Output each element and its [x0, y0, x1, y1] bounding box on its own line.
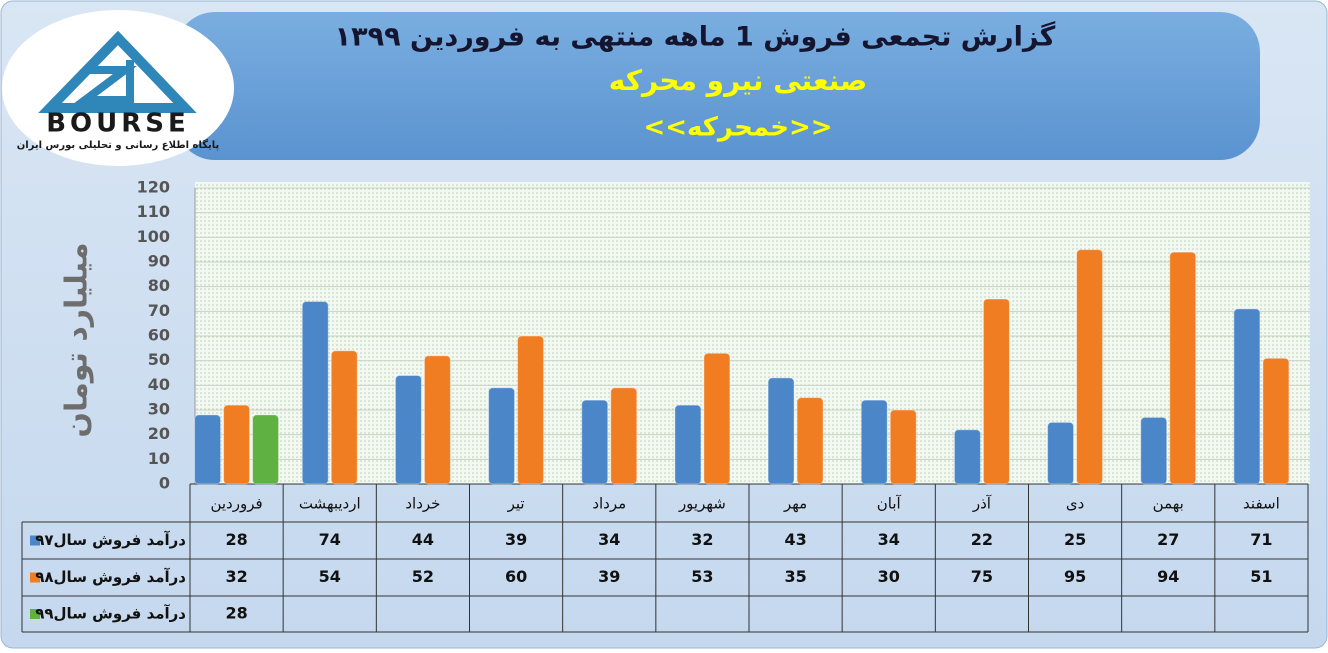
bar [517, 335, 545, 485]
legend-label: درآمد فروش سال۹۹ [35, 605, 186, 623]
ticker: <<خمحرکه>> [643, 113, 832, 143]
y-tick-label: 40 [148, 375, 170, 394]
table-value: 60 [505, 567, 527, 586]
logo-bg [2, 10, 234, 166]
x-tick-label: آبان [877, 495, 902, 513]
legend-swatch [30, 572, 40, 583]
table-value: 52 [412, 567, 434, 586]
bar [674, 404, 702, 485]
bar [703, 352, 731, 485]
bar [767, 377, 795, 485]
x-tick-label: خرداد [405, 495, 440, 513]
y-tick-label: 80 [148, 276, 170, 295]
table-value: 75 [971, 567, 993, 586]
y-tick-label: 0 [159, 474, 170, 493]
table-value: 53 [691, 567, 713, 586]
bar [223, 404, 251, 485]
legend-label: درآمد فروش سال۹۸ [35, 568, 186, 586]
y-tick-label: 120 [137, 178, 170, 197]
table-value: 30 [878, 567, 900, 586]
y-tick-label: 20 [148, 424, 170, 443]
bar [1262, 357, 1290, 485]
chart-title: گزارش تجمعی فروش 1 ماهه منتهی به فروردین… [335, 21, 1056, 53]
table-value: 27 [1157, 530, 1179, 549]
bar [1076, 249, 1104, 485]
logo-mark [73, 60, 137, 104]
table-value: 39 [598, 567, 620, 586]
plot-area [195, 182, 1310, 484]
bar [301, 300, 329, 485]
table-value: 28 [225, 604, 247, 623]
bar [860, 399, 888, 485]
legend-swatch [30, 609, 40, 619]
bar [394, 374, 422, 485]
bar [581, 399, 609, 485]
logo-caption: پایگاه اطلاع رسانی و تحلیلی بورس ایران [17, 138, 220, 151]
y-tick-label: 50 [148, 350, 170, 369]
chart-subtitle: صنعتی نیرو محرکه [609, 64, 868, 97]
bar [194, 414, 222, 485]
bar [1233, 308, 1261, 485]
table-value: 74 [319, 530, 341, 549]
table-value: 34 [598, 530, 620, 549]
bar [488, 387, 516, 485]
bar [1047, 421, 1075, 485]
x-tick-label: مرداد [592, 495, 626, 513]
table-value: 51 [1250, 567, 1272, 586]
table-value: 22 [971, 530, 993, 549]
x-tick-label: شهریور [678, 495, 726, 513]
y-tick-label: 90 [148, 252, 170, 271]
table-value: 43 [784, 530, 806, 549]
bar [610, 387, 638, 485]
bar [796, 397, 824, 485]
table-value: 54 [319, 567, 341, 586]
legend-swatch [30, 535, 40, 546]
y-tick-label: 100 [137, 227, 170, 246]
bar [423, 355, 451, 485]
bar [330, 350, 358, 485]
x-tick-label: آذر [972, 495, 992, 513]
bar [982, 298, 1010, 485]
legend-label: درآمد فروش سال۹۷ [35, 531, 186, 549]
table-value: 35 [784, 567, 806, 586]
table-value: 32 [691, 530, 713, 549]
x-tick-label: دی [1066, 495, 1084, 513]
x-tick-label: تیر [507, 495, 525, 513]
table-value: 34 [878, 530, 900, 549]
x-tick-label: مهر [783, 495, 807, 513]
bar [252, 414, 280, 485]
table-value: 94 [1157, 567, 1179, 586]
x-tick-label: اسفند [1243, 495, 1280, 513]
bar [953, 429, 981, 485]
y-axis-label: میلیارد تومان [60, 242, 95, 437]
bar [1169, 251, 1197, 485]
table-value: 95 [1064, 567, 1086, 586]
y-tick-label: 60 [148, 326, 170, 345]
table-value: 44 [412, 530, 434, 549]
y-tick-label: 10 [148, 449, 170, 468]
table-value: 39 [505, 530, 527, 549]
x-tick-label: اردیبهشت [299, 495, 361, 513]
table-value: 71 [1250, 530, 1272, 549]
table-value: 25 [1064, 530, 1086, 549]
bar [889, 409, 917, 485]
table-value: 28 [225, 530, 247, 549]
logo-mark [38, 30, 197, 113]
table-value: 32 [225, 567, 247, 586]
x-tick-label: فروردین [210, 495, 262, 513]
y-tick-label: 30 [148, 400, 170, 419]
banner [175, 12, 1260, 160]
y-tick-label: 70 [148, 301, 170, 320]
y-tick-label: 110 [137, 202, 170, 221]
x-tick-label: بهمن [1153, 495, 1184, 513]
bar [1140, 416, 1168, 485]
logo-text: BOURSE [46, 109, 190, 139]
